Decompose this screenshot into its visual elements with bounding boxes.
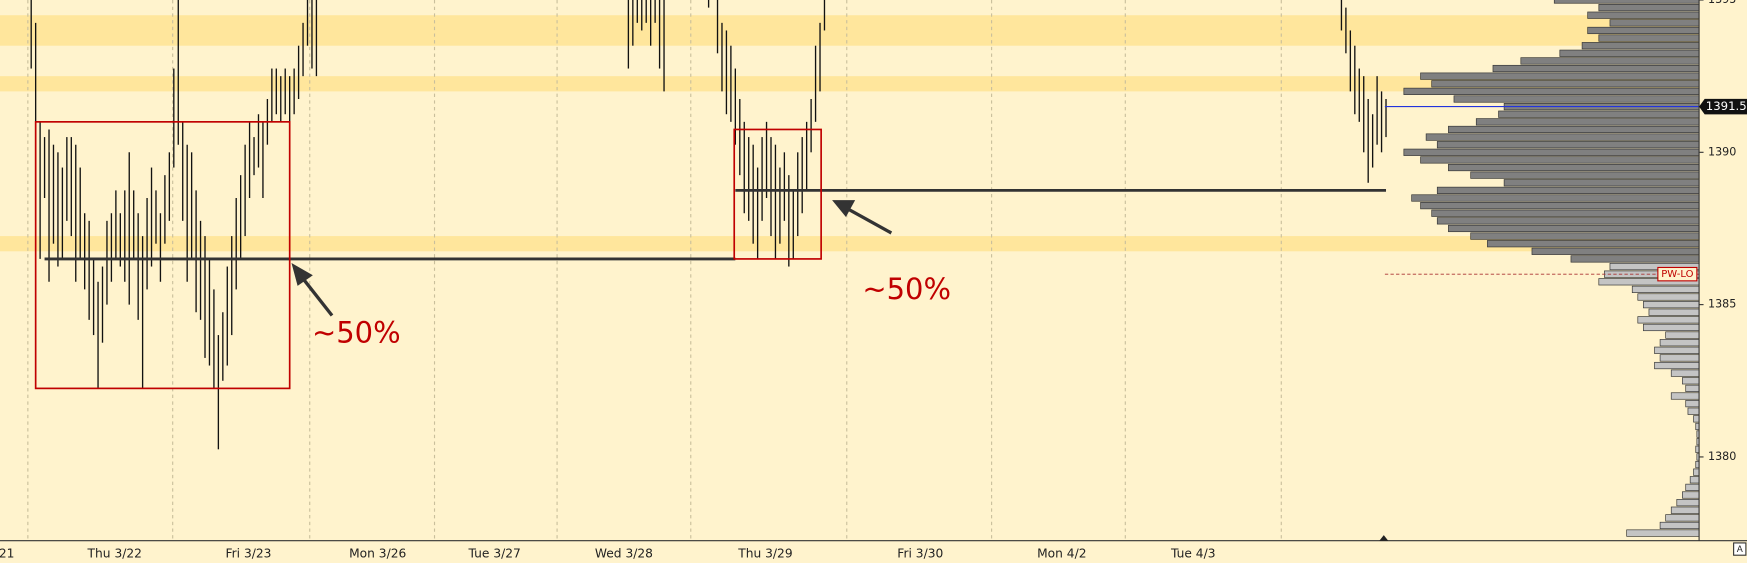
profile-bar <box>1637 316 1700 324</box>
arrow-shaft <box>301 277 334 317</box>
profile-bar <box>1411 194 1700 202</box>
profile-bar <box>1659 354 1700 362</box>
last-price-label: 1391.50 <box>1706 99 1747 113</box>
x-tick-label: Fri 3/23 <box>225 547 271 561</box>
profile-bar <box>1685 483 1700 491</box>
profile-bar <box>1436 186 1700 194</box>
profile-bar <box>1685 384 1700 392</box>
profile-bar <box>1609 19 1700 27</box>
y-tick-label: 1390 <box>1708 145 1736 158</box>
range-box <box>34 121 291 390</box>
x-tick-label: 21 <box>0 547 14 561</box>
profile-bar <box>1403 148 1700 156</box>
x-tick-label: Tue 4/3 <box>1170 547 1216 561</box>
profile-bar <box>1685 400 1700 408</box>
profile-bar <box>1581 42 1700 50</box>
profile-bar <box>1689 476 1700 484</box>
profile-bar <box>1693 468 1700 476</box>
x-tick-label: Thu 3/22 <box>87 547 142 561</box>
profile-bar <box>1553 0 1700 4</box>
profile-bar <box>1648 308 1700 316</box>
profile-bar <box>1654 361 1700 370</box>
annotation: ~50% <box>862 272 951 306</box>
auto-scale-button[interactable] <box>1733 542 1747 556</box>
profile-bar <box>1559 49 1700 57</box>
profile-bar <box>1531 247 1700 255</box>
range-box <box>733 128 822 260</box>
zone <box>0 15 1700 46</box>
arrow-head <box>832 200 856 218</box>
x-tick-label: Mon 3/26 <box>349 547 406 561</box>
profile-bar <box>1420 72 1700 80</box>
x-tick-label: Wed 3/28 <box>595 547 653 561</box>
y-tick-label: 1380 <box>1708 450 1736 463</box>
profile-bar <box>1520 57 1700 65</box>
profile-bar <box>1436 217 1700 225</box>
profile-bar <box>1659 521 1700 530</box>
profile-bar <box>1670 392 1700 400</box>
profile-bar <box>1682 491 1700 499</box>
profile-bar <box>1665 514 1700 522</box>
profile-bar <box>1637 293 1700 301</box>
profile-bar <box>1425 133 1700 141</box>
profile-bar <box>1420 156 1700 164</box>
profile-bar <box>1587 26 1700 35</box>
profile-bar <box>1682 377 1700 385</box>
x-tick-label: Mon 4/2 <box>1037 547 1086 561</box>
profile-bar <box>1470 232 1700 240</box>
profile-bar <box>1487 240 1700 248</box>
profile-bar <box>1436 141 1700 149</box>
profile-bar <box>1693 415 1700 423</box>
profile-bar <box>1420 202 1700 210</box>
profile-bar <box>1626 529 1700 537</box>
profile-bar <box>1503 179 1700 187</box>
profile-bar <box>1431 80 1700 88</box>
y-tick-label: 1385 <box>1708 298 1736 311</box>
arrows <box>291 200 893 317</box>
profile-bar <box>1643 301 1700 309</box>
profile-bar <box>1470 171 1700 179</box>
arrow-head <box>291 263 313 286</box>
profile-bar <box>1492 64 1700 73</box>
profile-bar <box>1587 11 1700 19</box>
profile-bar <box>1448 163 1700 172</box>
profile-bar <box>1687 407 1700 415</box>
y-tick-label: 1395 <box>1708 0 1736 6</box>
auto-scale-icon: A <box>1737 545 1744 555</box>
profile-bar <box>1403 87 1700 95</box>
profile-bar <box>1665 331 1700 339</box>
profile-bar <box>1659 339 1700 347</box>
zone <box>0 236 1700 252</box>
x-tick-label: Tue 3/27 <box>468 547 521 561</box>
profile-bar <box>1670 506 1700 514</box>
pw-lo-box <box>1657 266 1698 282</box>
x-tick-label: Thu 3/29 <box>737 547 792 561</box>
zone <box>0 76 1700 92</box>
profile-bar <box>1448 224 1700 233</box>
last-price-tag <box>1699 98 1747 115</box>
profile-bar <box>1598 34 1700 42</box>
profile-bar <box>1570 255 1700 263</box>
profile-bar <box>1598 4 1700 12</box>
profile-bar <box>1676 499 1700 507</box>
profile-bar <box>1643 323 1700 332</box>
time-marker <box>1379 535 1389 541</box>
profile-bar <box>1475 118 1700 126</box>
profile-bar <box>1670 369 1700 377</box>
profile-bar <box>1448 125 1700 134</box>
profile-bar <box>1631 285 1700 293</box>
profile-bar <box>1431 209 1700 217</box>
profile-bar <box>1498 110 1700 118</box>
arrow-shaft <box>848 208 893 235</box>
profile-bar <box>1654 346 1700 354</box>
x-tick-label: Fri 3/30 <box>897 547 943 561</box>
annotation: ~50% <box>312 315 401 349</box>
profile-bar <box>1453 95 1700 103</box>
pw-lo-label: PW-LO <box>1661 269 1693 280</box>
